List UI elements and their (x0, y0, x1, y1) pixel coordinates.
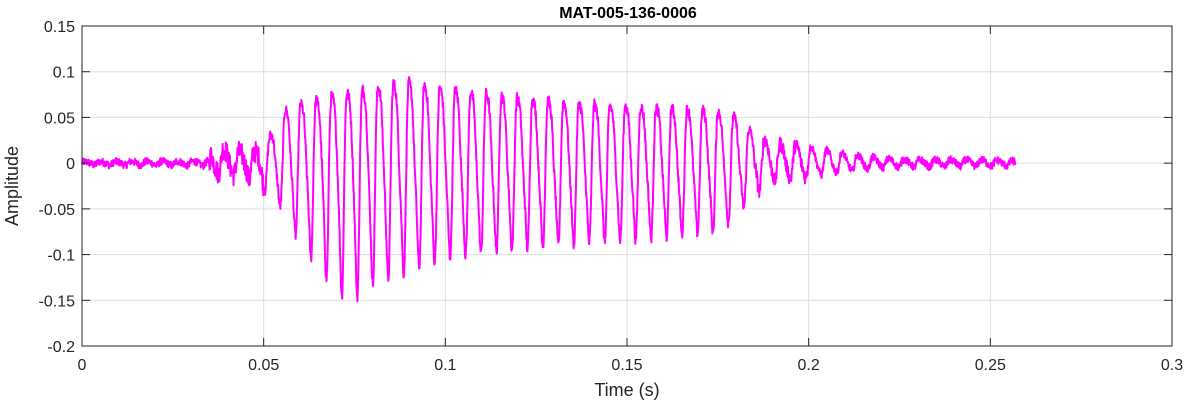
x-tick-label: 0.1 (434, 357, 456, 374)
y-tick-label: -0.15 (39, 293, 76, 310)
y-tick-label: 0.15 (44, 19, 75, 36)
x-axis-label: Time (s) (594, 380, 659, 400)
chart-title: MAT-005-136-0006 (559, 5, 697, 22)
x-tick-label: 0.15 (611, 357, 642, 374)
series-group (81, 76, 1017, 303)
x-tick-label: 0.3 (1161, 357, 1183, 374)
x-tick-label: 0.25 (975, 357, 1006, 374)
y-tick-label: 0.05 (44, 110, 75, 127)
y-tick-label: 0 (66, 156, 75, 173)
y-tick-label: -0.2 (47, 339, 75, 356)
y-tick-label: 0.1 (53, 65, 75, 82)
y-axis-label: Amplitude (2, 146, 22, 226)
x-tick-label: 0 (78, 357, 87, 374)
y-tick-label: -0.1 (47, 248, 75, 265)
x-tick-labels: 0 0.05 0.1 0.15 0.2 0.25 0.3 (78, 357, 1184, 374)
y-tick-label: -0.05 (39, 202, 76, 219)
x-tick-label: 0.2 (798, 357, 820, 374)
tick-marks (81, 25, 1173, 347)
y-tick-labels: -0.2 -0.15 -0.1 -0.05 0 0.05 0.1 0.15 (39, 19, 76, 356)
x-tick-label: 0.05 (248, 357, 279, 374)
series-line (81, 76, 1017, 303)
